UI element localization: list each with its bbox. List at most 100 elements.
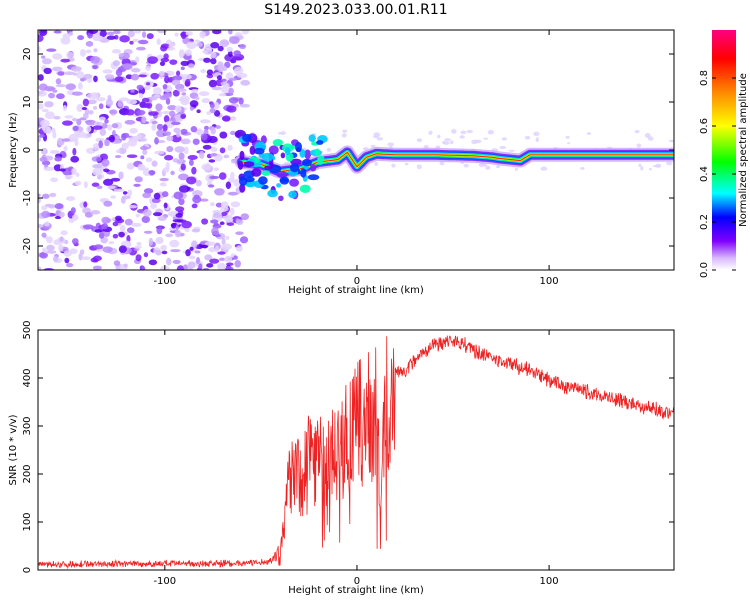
spectrogram-noise-blob (233, 50, 241, 57)
spectrogram-noise-blob (228, 87, 234, 95)
spectrogram-noise-blob (220, 201, 229, 209)
spectrogram-noise-blob (107, 124, 113, 131)
spectrogram-noise-blob (113, 260, 121, 266)
spectrogram-noise-blob (221, 211, 228, 216)
spectrogram-noise-blob (112, 233, 119, 239)
spectrogram-noise-blob (38, 136, 41, 142)
spectrogram-noise-blob (666, 161, 673, 166)
spectrogram-noise-blob (53, 116, 61, 120)
spectrogram-noise-blob (239, 103, 250, 108)
spectrogram-noise-blob (85, 49, 92, 54)
spectrogram-noise-blob (580, 166, 585, 170)
spectrogram-noise-blob (127, 189, 133, 197)
spectrogram-noise-blob (44, 101, 54, 108)
spectrogram-noise-blob (155, 249, 162, 256)
spectrogram-noise-blob (565, 135, 570, 139)
spectrogram-noise-blob (74, 180, 82, 186)
spectrogram-ridge-blob (276, 183, 282, 188)
spectrogram-noise-blob (44, 111, 55, 120)
spectrogram-noise-blob (159, 182, 167, 187)
spectrogram-noise-blob (125, 109, 135, 116)
spectrogram-noise-blob (136, 241, 142, 246)
spectrogram-noise-blob (103, 200, 113, 207)
spectrogram-noise-blob (209, 202, 215, 207)
spectrogram-noise-blob (224, 255, 233, 263)
spectrogram-noise-blob (41, 58, 52, 65)
spectrogram-noise-blob (140, 137, 148, 142)
spectrogram-noise-blob (93, 48, 98, 53)
spectrogram-noise-blob (42, 125, 51, 134)
spectrogram-noise-blob (236, 219, 244, 225)
spectrogram-noise-blob (175, 206, 185, 213)
spectrogram-noise-blob (439, 161, 445, 166)
spectrogram-noise-blob (230, 130, 236, 136)
spectrogram-ridge-blob (300, 168, 307, 178)
spectrogram-noise-blob (41, 108, 49, 113)
spectrogram-noise-blob (220, 40, 230, 46)
spectrogram-noise-blob (55, 84, 67, 88)
spectrogram-noise-blob (106, 31, 115, 36)
spectrogram-noise-blob (160, 244, 167, 252)
spectrogram-noise-blob (134, 176, 143, 183)
spectrogram-noise-blob (203, 57, 211, 63)
spectrogram-noise-blob (567, 142, 571, 145)
spectrogram-noise-blob (206, 73, 214, 79)
spectrogram-noise-blob (174, 105, 182, 113)
spectrogram-noise-blob (471, 139, 478, 145)
spectrogram-noise-blob (460, 130, 467, 135)
spectrogram-noise-blob (39, 157, 48, 162)
spectrogram-noise-blob (181, 220, 192, 229)
spectrogram-y-axis-label: Frequency (Hz) (8, 112, 19, 188)
spectrogram-noise-blob (157, 216, 167, 221)
spectrogram-noise-blob (110, 195, 116, 199)
spectrogram-noise-blob (201, 119, 210, 123)
spectrogram-noise-blob (142, 208, 152, 217)
spectrogram-noise-blob (122, 191, 128, 195)
spectrogram-noise-blob (136, 109, 146, 116)
spectrogram-noise-blob (185, 31, 193, 36)
spectrogram-noise-blob (217, 64, 224, 73)
spectrogram-noise-blob (160, 45, 168, 52)
spectrogram-noise-blob (52, 131, 57, 139)
spectrogram-noise-blob (87, 32, 93, 39)
spectrogram-noise-blob (233, 178, 241, 187)
spectrogram-noise-blob (214, 188, 225, 196)
spectrogram-noise-blob (212, 212, 222, 218)
spectrogram-noise-blob (218, 257, 226, 261)
spectrogram-noise-blob (48, 86, 56, 91)
spectrogram-ridge-blob (294, 141, 303, 152)
spectrogram-noise-blob (106, 35, 116, 40)
spectrogram-noise-blob (166, 135, 174, 142)
spectrogram-noise-blob (221, 237, 226, 246)
spectrogram-noise-blob (84, 212, 93, 218)
spectrogram-noise-blob (227, 144, 233, 151)
spectrogram-noise-blob (93, 244, 104, 250)
spectrogram-noise-blob (416, 138, 423, 143)
spectrogram-noise-blob (86, 93, 96, 99)
spectrogram-noise-blob (428, 130, 433, 135)
spectrogram-noise-blob (112, 60, 121, 67)
spectrogram-noise-blob (41, 55, 46, 59)
spectrogram-noise-blob (145, 82, 151, 86)
spectrogram-noise-blob (46, 236, 53, 244)
spectrogram-noise-blob (160, 57, 170, 63)
spectrogram-noise-blob (71, 168, 77, 175)
spectrogram-noise-blob (180, 60, 189, 67)
spectrogram-noise-blob (180, 138, 191, 145)
spectrogram-noise-blob (640, 166, 644, 171)
spectrogram-noise-blob (83, 201, 88, 208)
spectrogram-noise-blob (198, 91, 210, 97)
spectrogram-noise-blob (228, 97, 239, 104)
spectrogram-noise-blob (135, 213, 140, 218)
spectrogram-noise-blob (644, 133, 651, 139)
spectrogram-noise-blob (53, 30, 62, 34)
snr-y-tick-label: 200 (22, 464, 33, 483)
spectrogram-ridge-blob (279, 176, 290, 185)
colorbar-tick-label: 0.8 (699, 70, 710, 86)
spectrogram-noise-blob (121, 142, 130, 150)
spectrogram-ridge-blob (299, 184, 311, 194)
spectrogram-noise-blob (159, 177, 169, 182)
snr-panel: -100 0 100 0 100 200 300 400 500 Height of stra… (8, 320, 675, 596)
spectrogram-noise-blob (508, 149, 515, 152)
spectrogram-noise-blob (342, 129, 348, 133)
